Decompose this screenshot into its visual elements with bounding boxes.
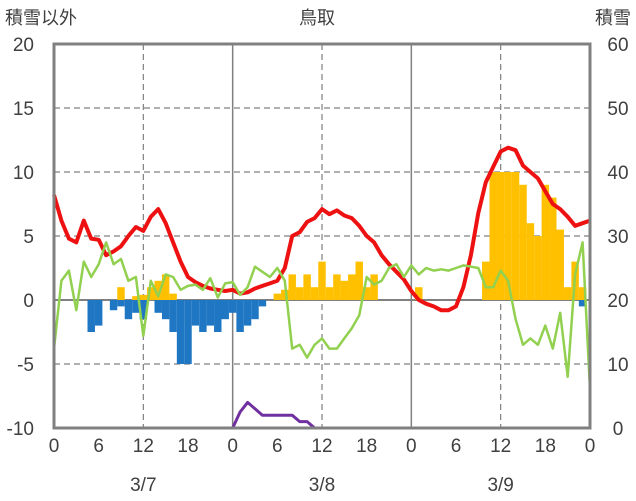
- right-tick-label: 60: [607, 35, 628, 56]
- precip-bar-positive: [496, 172, 505, 300]
- precip-bar-negative: [87, 300, 95, 332]
- precip-bar-negative: [154, 300, 162, 313]
- date-label: 3/7: [130, 475, 156, 496]
- precip-bar-positive: [578, 287, 587, 300]
- precip-bar-positive: [333, 274, 341, 300]
- precip-bar-negative: [214, 300, 222, 332]
- precip-bar-positive: [325, 287, 334, 300]
- right-tick-label: 40: [607, 163, 628, 184]
- precip-bar-positive: [139, 294, 148, 300]
- precip-bar-positive: [355, 261, 363, 300]
- precip-bar-negative: [109, 300, 118, 311]
- precip-bar-positive: [161, 274, 170, 300]
- precip-bar-positive: [482, 261, 490, 300]
- precip-bar-positive: [273, 293, 282, 300]
- precip-bar-negative: [199, 300, 207, 332]
- chart-title: 鳥取: [299, 8, 335, 29]
- precip-bar-positive: [288, 274, 296, 300]
- x-tick-label: 12: [311, 436, 332, 457]
- precip-bar-positive: [169, 293, 177, 300]
- left-tick-label: 15: [13, 99, 34, 120]
- precip-bar-positive: [549, 197, 557, 300]
- precip-bar-negative: [161, 300, 170, 320]
- x-tick-label: 6: [451, 436, 462, 457]
- precip-bar-positive: [154, 280, 162, 300]
- x-tick-label: 0: [227, 436, 238, 457]
- right-tick-label: 10: [607, 355, 628, 376]
- x-tick-label: 12: [133, 436, 154, 457]
- precip-bar-negative: [206, 300, 215, 326]
- date-label: 3/9: [487, 475, 513, 496]
- precip-bar-positive: [295, 287, 304, 300]
- precip-bar-positive: [318, 261, 326, 300]
- precip-bar-positive: [526, 223, 535, 300]
- temperature-line: [52, 145, 591, 313]
- precip-bar-negative: [578, 300, 587, 307]
- x-tick-label: 18: [535, 436, 556, 457]
- precip-bar-negative: [139, 300, 148, 320]
- left-tick-label: 5: [23, 227, 34, 248]
- precip-bar-positive: [370, 274, 378, 300]
- precip-bar-positive: [117, 287, 125, 300]
- precip-bar-negative: [124, 300, 133, 320]
- precip-bar-positive: [303, 274, 311, 300]
- precip-bar-negative: [251, 300, 259, 320]
- precip-bar-positive: [340, 280, 349, 300]
- precip-bar-negative: [191, 300, 200, 326]
- precipitation-bars: [87, 172, 587, 364]
- precip-bar-negative: [184, 300, 192, 364]
- precip-bar-positive: [511, 172, 520, 300]
- precip-bar-positive: [281, 289, 289, 300]
- x-tick-label: 0: [585, 436, 596, 457]
- x-tick-label: 12: [490, 436, 511, 457]
- precip-bar-negative: [132, 300, 140, 313]
- x-tick-label: 0: [406, 436, 417, 457]
- precip-bar-negative: [117, 300, 125, 307]
- left-tick-label: -10: [7, 419, 34, 440]
- precip-bar-negative: [236, 300, 244, 332]
- precip-bar-negative: [228, 300, 237, 313]
- left-tick-label: -5: [17, 355, 34, 376]
- left-tick-label: 0: [23, 291, 34, 312]
- wind-line: [52, 241, 592, 390]
- precip-bar-positive: [362, 287, 371, 300]
- precip-bar-positive: [147, 287, 155, 300]
- precip-bar-positive: [556, 229, 564, 300]
- precip-bar-negative: [169, 300, 177, 332]
- date-label: 3/8: [309, 475, 335, 496]
- precip-bar-negative: [221, 300, 229, 320]
- right-tick-label: 30: [607, 227, 628, 248]
- precip-bar-positive: [541, 184, 550, 300]
- precip-bar-negative: [243, 300, 252, 326]
- left-axis-label: 積雪以外: [5, 8, 77, 29]
- precip-bar-positive: [415, 287, 423, 300]
- x-tick-label: 6: [272, 436, 283, 457]
- x-tick-label: 18: [356, 436, 377, 457]
- precip-bar-positive: [310, 287, 319, 300]
- precip-bar-negative: [94, 300, 103, 326]
- right-tick-label: 50: [607, 99, 628, 120]
- precip-bar-positive: [534, 236, 542, 300]
- precip-bar-positive: [563, 287, 572, 300]
- precip-bar-positive: [132, 296, 140, 300]
- x-tick-label: 18: [177, 436, 198, 457]
- plot-frame: [52, 42, 592, 430]
- right-tick-label: 20: [607, 291, 628, 312]
- precip-bar-positive: [348, 274, 356, 300]
- precip-bar-negative: [258, 300, 267, 307]
- x-tick-label: 0: [49, 436, 60, 457]
- right-tick-label: 0: [613, 419, 624, 440]
- left-tick-label: 10: [13, 163, 34, 184]
- precip-bar-negative: [176, 300, 185, 364]
- precip-bar-positive: [489, 172, 497, 300]
- x-tick-label: 6: [93, 436, 104, 457]
- precip-bar-positive: [504, 172, 512, 300]
- left-tick-label: 20: [13, 35, 34, 56]
- precip-bar-positive: [519, 184, 527, 300]
- right-axis-label: 積雪: [595, 8, 631, 29]
